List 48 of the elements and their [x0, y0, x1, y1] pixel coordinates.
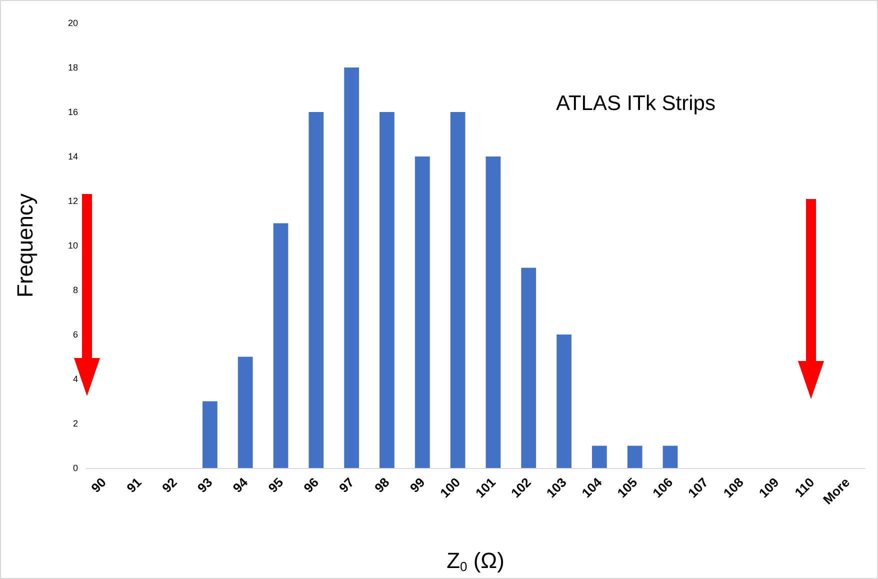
x-tick-label: 92	[159, 474, 180, 496]
bar	[414, 156, 430, 468]
x-tick-label: 90	[88, 474, 110, 496]
x-tick-label: 100	[437, 474, 464, 501]
bar	[662, 446, 678, 468]
bar	[486, 156, 501, 468]
y-tick-label: 8	[72, 285, 78, 295]
y-tick-label: 4	[72, 374, 78, 384]
x-tick-label: 93	[194, 474, 216, 496]
bar	[238, 356, 253, 468]
x-tick-label: 106	[650, 474, 676, 501]
x-tick-label: 96	[300, 474, 322, 496]
y-tick-label: 20	[68, 18, 78, 28]
bar	[521, 268, 536, 468]
x-tick-label: 91	[124, 474, 144, 496]
y-tick-label: 12	[68, 196, 78, 206]
y-tick-label: 10	[68, 240, 78, 250]
y-axis-title: Frequency	[12, 194, 38, 298]
x-tick-label: 101	[472, 474, 499, 501]
x-tick-label: 94	[230, 474, 252, 496]
y-tick-label: 14	[68, 152, 78, 162]
bar	[450, 112, 466, 468]
y-tick-label: 6	[72, 330, 78, 340]
bar	[592, 446, 607, 468]
x-tick-label: 99	[406, 474, 428, 496]
x-tick-label: 95	[265, 474, 286, 496]
x-tick-label: 103	[543, 474, 570, 501]
x-tick-label: 105	[614, 474, 640, 501]
y-tick-label: 16	[68, 107, 78, 117]
bar	[380, 112, 394, 468]
annotation: ATLAS ITk Strips	[556, 92, 716, 115]
y-tick-label: 0	[72, 463, 78, 473]
bar	[627, 446, 642, 468]
x-tick-label: 109	[756, 474, 782, 501]
x-tick-label: 98	[371, 474, 392, 496]
x-tick-label: 107	[685, 474, 711, 501]
x-tick-label: 110	[792, 474, 818, 500]
x-tick-label: 97	[336, 474, 357, 496]
bar	[273, 223, 288, 468]
bar	[344, 68, 360, 468]
x-tick-label: 108	[720, 474, 746, 501]
x-tick-label: 104	[578, 474, 606, 501]
bar	[556, 334, 572, 468]
y-tick-label: 18	[68, 62, 78, 72]
y-tick-label: 2	[72, 418, 78, 428]
bar	[202, 401, 218, 468]
bar	[308, 112, 324, 468]
x-tick-label: 102	[508, 474, 534, 501]
